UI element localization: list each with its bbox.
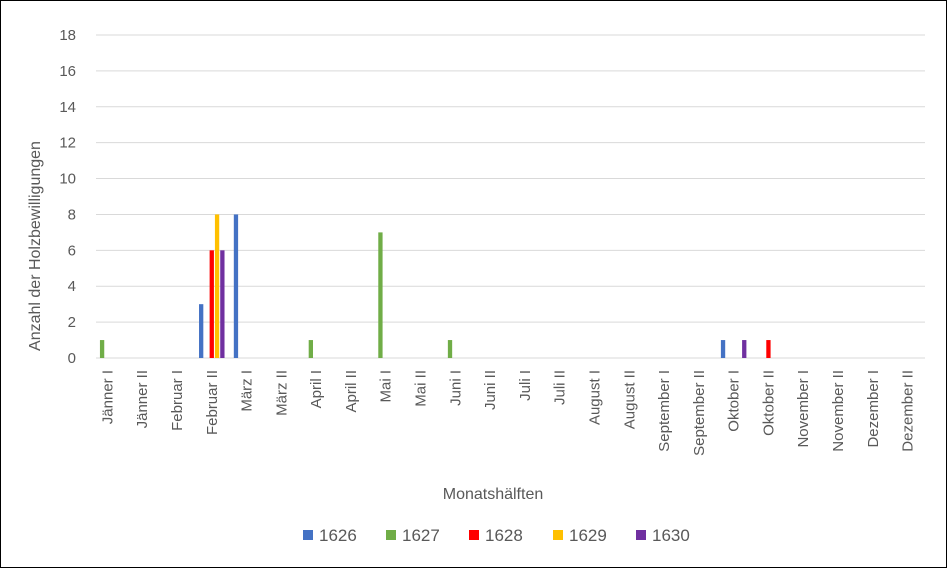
bar — [220, 250, 225, 358]
x-tick-label: Oktober I — [726, 370, 743, 432]
x-tick-label: Februar II — [204, 370, 221, 435]
y-tick-label: 14 — [59, 99, 76, 116]
x-axis-title: Monatshälften — [443, 486, 544, 503]
y-tick-label: 6 — [68, 242, 76, 259]
x-tick-label: Mai I — [378, 370, 395, 403]
y-tick-label: 8 — [68, 206, 76, 223]
y-tick-label: 16 — [59, 63, 76, 80]
legend-label: 1630 — [652, 526, 690, 545]
legend-label: 1626 — [319, 526, 357, 545]
y-tick-label: 0 — [68, 350, 76, 367]
x-tick-label: Juni I — [447, 370, 464, 406]
x-tick-label: Jänner I — [99, 370, 116, 424]
bar — [209, 250, 214, 358]
bar — [720, 340, 726, 358]
y-tick-label: 18 — [59, 27, 76, 44]
x-tick-label: März II — [273, 370, 290, 416]
bar — [233, 214, 239, 358]
legend-swatch — [386, 530, 396, 540]
bar — [199, 304, 204, 358]
bar — [447, 340, 453, 358]
x-tick-label: August II — [621, 370, 638, 429]
legend-label: 1629 — [569, 526, 607, 545]
x-tick-label: Dezember II — [900, 370, 917, 452]
x-tick-labels: Jänner I Jänner II Februar I Februar II März… — [99, 370, 916, 456]
y-tick-label: 10 — [59, 171, 76, 188]
legend: 1626 1627 1628 1629 1630 — [303, 526, 690, 545]
bar — [766, 340, 771, 358]
y-tick-label: 2 — [68, 314, 76, 331]
x-tick-label: Juni II — [482, 370, 499, 410]
bar — [308, 340, 313, 358]
y-tick-label: 4 — [68, 278, 76, 295]
x-tick-label: Juli II — [552, 370, 569, 405]
bar — [99, 340, 105, 358]
x-tick-label: Juli I — [517, 370, 534, 401]
x-tick-label: April II — [343, 370, 360, 413]
x-tick-label: November I — [795, 370, 812, 448]
x-tick-label: September I — [656, 370, 673, 452]
bar — [214, 214, 220, 358]
bars — [99, 214, 771, 358]
x-tick-label: November II — [830, 370, 847, 452]
y-tick-label: 12 — [59, 135, 76, 152]
y-tick-labels: 0 2 4 6 8 10 12 14 16 18 — [59, 27, 76, 367]
x-tick-label: Februar I — [169, 370, 186, 431]
bar — [742, 340, 747, 358]
legend-swatch — [636, 530, 646, 540]
x-tick-label: März I — [239, 370, 256, 412]
y-axis-title: Anzahl der Holzbewilligungen — [27, 141, 44, 351]
x-tick-label: April I — [308, 370, 325, 408]
legend-swatch — [553, 530, 563, 540]
x-tick-label: Oktober II — [760, 370, 777, 436]
legend-swatch — [303, 530, 313, 540]
legend-label: 1628 — [485, 526, 523, 545]
x-tick-label: Mai II — [413, 370, 430, 407]
bar — [378, 232, 383, 358]
x-tick-label: Dezember I — [865, 370, 882, 448]
legend-swatch — [469, 530, 479, 540]
x-tick-label: September II — [691, 370, 708, 456]
legend-label: 1627 — [402, 526, 440, 545]
x-tick-label: August I — [586, 370, 603, 425]
x-tick-label: Jänner II — [134, 370, 151, 428]
